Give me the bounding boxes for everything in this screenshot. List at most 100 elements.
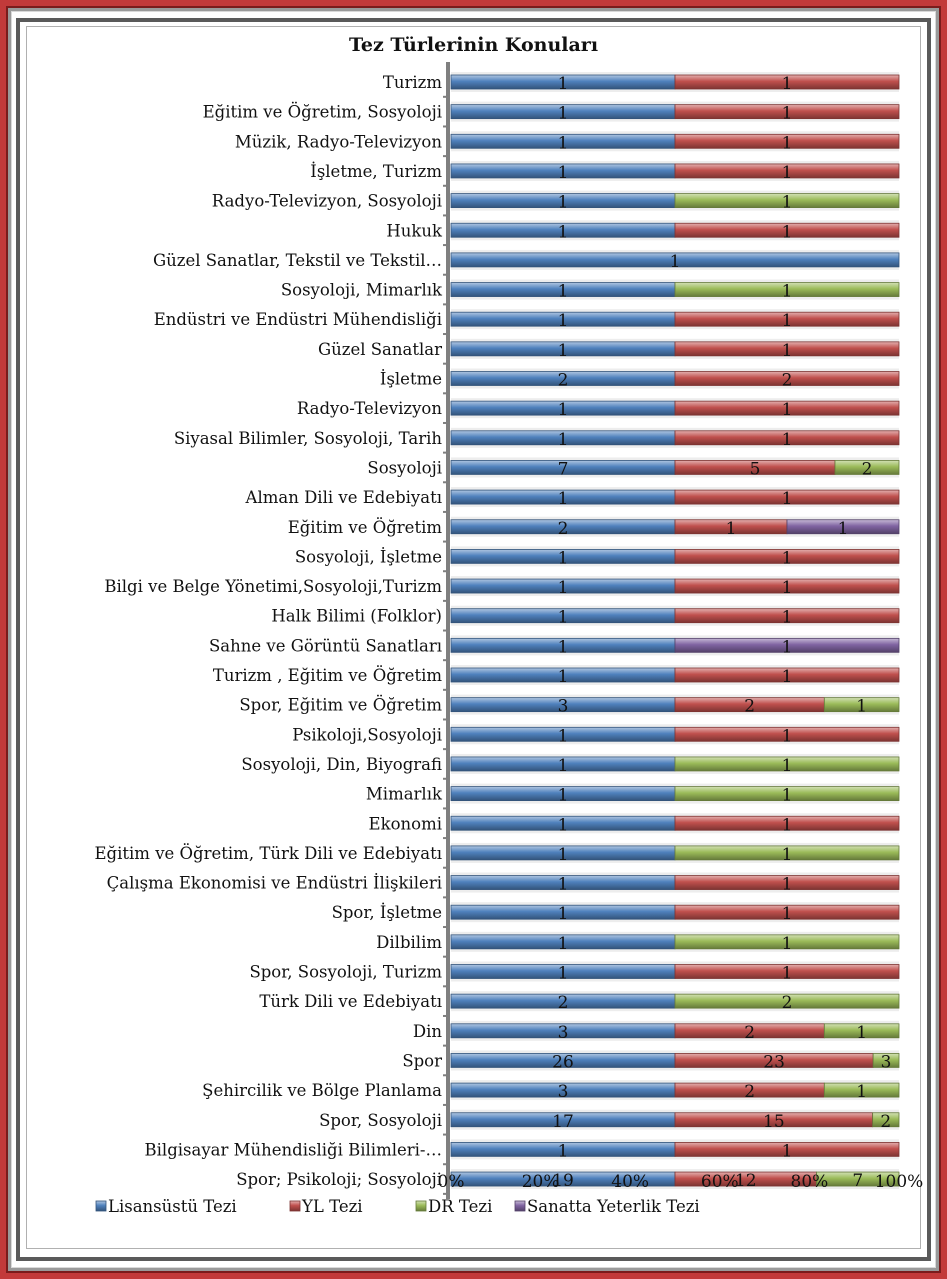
category-label: Müzik, Radyo-Televizyon	[235, 132, 443, 151]
bar-segment	[674, 104, 900, 120]
data-label: 1	[558, 341, 569, 361]
legend-swatch	[415, 1200, 427, 1212]
data-label: 1	[558, 133, 569, 153]
category-label: Psikoloji,Sosyoloji	[292, 725, 442, 744]
data-label: 3	[558, 697, 569, 717]
data-label: 1	[558, 904, 569, 924]
category-label: İşletme	[380, 369, 442, 389]
category-label: Spor, İşletme	[332, 902, 442, 922]
data-label: 1	[558, 578, 569, 598]
data-label: 1	[782, 608, 793, 628]
data-label: 3	[558, 1082, 569, 1102]
category-label: Siyasal Bilimler, Sosyoloji, Tarih	[174, 429, 443, 448]
bar-segment	[674, 549, 900, 564]
legend-label: DR Tezi	[428, 1197, 492, 1216]
data-label: 2	[880, 1112, 891, 1132]
data-label: 1	[558, 282, 569, 302]
data-label: 1	[558, 74, 569, 94]
category-label: Spor, Sosyoloji, Turizm	[249, 963, 442, 982]
bar-segment	[872, 1112, 900, 1128]
category-label: Sosyoloji	[367, 458, 442, 477]
category-label: Sahne ve Görüntü Sanatları	[209, 636, 442, 655]
data-label: 1	[782, 282, 793, 302]
data-label: 1	[856, 697, 867, 717]
category-label: Sosyoloji, Din, Biyografi	[241, 755, 442, 774]
data-label: 1	[782, 637, 793, 657]
data-label: 1	[782, 74, 793, 94]
data-label: 1	[782, 222, 793, 242]
data-label: 2	[744, 1023, 755, 1043]
data-label: 1	[558, 875, 569, 895]
data-label: 2	[744, 697, 755, 717]
data-label: 1	[558, 222, 569, 242]
x-tick-label: 40%	[611, 1172, 649, 1192]
bar-segment	[872, 1053, 900, 1068]
category-label: Dilbilim	[376, 933, 442, 952]
bar-segment	[674, 1142, 900, 1157]
x-tick-label: 100%	[875, 1172, 924, 1192]
bar-segment	[674, 489, 900, 505]
data-label: 1	[558, 430, 569, 450]
category-label: Radyo-Televizyon	[297, 399, 443, 418]
data-label: 17	[552, 1112, 574, 1132]
data-label: 1	[558, 934, 569, 954]
x-tick-label: 80%	[791, 1172, 829, 1192]
bar-segment	[674, 904, 900, 920]
category-label: Eğitim ve Öğretim, Türk Dili ve Edebiyat…	[95, 843, 442, 863]
bar-segment	[674, 163, 900, 179]
data-label: 1	[782, 726, 793, 746]
data-label: 1	[856, 1082, 867, 1102]
category-label: Güzel Sanatlar	[318, 340, 442, 359]
data-label: 12	[735, 1171, 757, 1191]
data-label: 1	[856, 1023, 867, 1043]
data-label: 1	[782, 904, 793, 924]
data-label: 1	[558, 548, 569, 568]
bar-segment	[674, 667, 900, 683]
category-label: Ekonomi	[369, 814, 442, 833]
data-label: 1	[558, 163, 569, 183]
bar-segment	[674, 341, 900, 357]
bar-segment	[823, 1023, 900, 1039]
category-label: Sosyoloji, Mimarlık	[281, 281, 443, 300]
data-label: 2	[782, 993, 793, 1013]
chart-title: Tez Türlerinin Konuları	[348, 34, 599, 56]
data-label: 1	[782, 548, 793, 568]
category-label: Halk Bilimi (Folklor)	[271, 607, 442, 626]
data-label: 1	[558, 845, 569, 865]
x-tick-label: 0%	[438, 1172, 465, 1192]
category-label: Güzel Sanatlar, Tekstil ve Tekstil…	[153, 251, 442, 270]
category-label: Bilgi ve Belge Yönetimi,Sosyoloji,Turizm	[104, 577, 442, 596]
data-label: 1	[782, 667, 793, 687]
data-label: 19	[552, 1171, 574, 1191]
legend-swatch	[95, 1200, 107, 1212]
bar-segment	[674, 608, 900, 624]
bar-segment	[674, 934, 900, 950]
category-label: Türk Dili ve Edebiyatı	[259, 992, 442, 1011]
category-label: Sosyoloji, İşletme	[295, 546, 442, 566]
data-label: 1	[782, 875, 793, 895]
category-label: Bilgisayar Mühendisliği Bilimleri-…	[145, 1140, 442, 1159]
bar-segment	[786, 519, 900, 535]
data-label: 1	[782, 163, 793, 183]
bar-segment	[674, 993, 900, 1009]
data-label: 1	[782, 400, 793, 420]
data-label: 1	[558, 311, 569, 331]
bar-segment	[674, 637, 900, 653]
category-label: Turizm	[383, 73, 442, 92]
data-label: 1	[558, 756, 569, 776]
data-label: 1	[782, 578, 793, 598]
bar-segment	[674, 222, 900, 238]
middle-frame	[8, 8, 939, 1271]
legend-label: Lisansüstü Tezi	[108, 1197, 237, 1216]
category-label: Çalışma Ekonomisi ve Endüstri İlişkileri	[107, 873, 442, 893]
data-label: 1	[558, 608, 569, 628]
bar-segment	[674, 964, 900, 979]
category-label: Endüstri ve Endüstri Mühendisliği	[154, 310, 442, 329]
data-label: 1	[558, 667, 569, 687]
bar-segment	[674, 578, 900, 594]
bar-segment	[674, 786, 900, 801]
data-label: 1	[782, 756, 793, 776]
category-label: Spor, Sosyoloji	[319, 1111, 442, 1130]
